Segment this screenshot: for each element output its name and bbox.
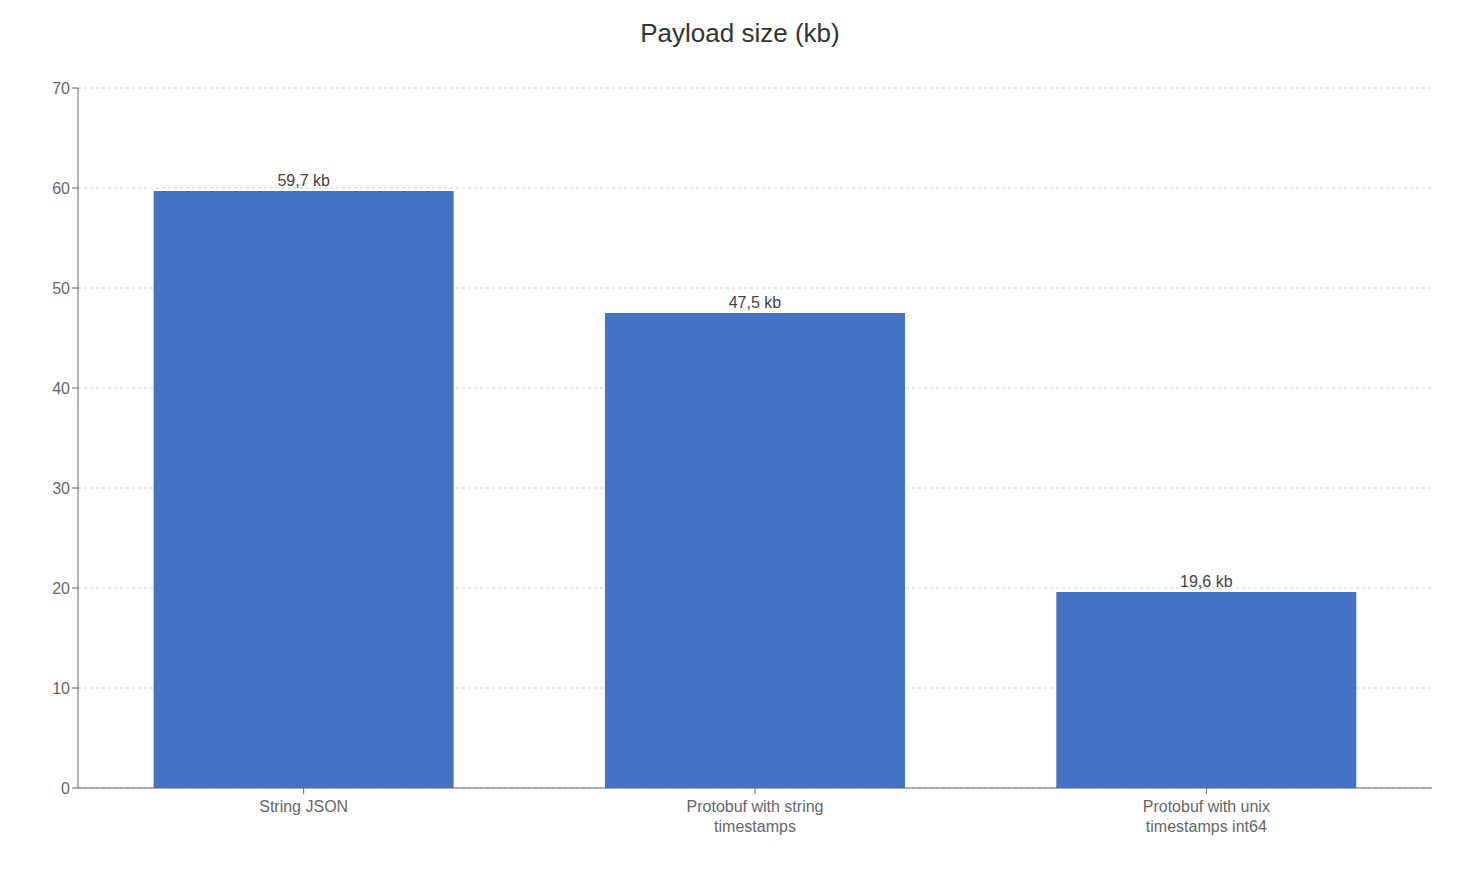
svg-text:19,6 kb: 19,6 kb	[1180, 573, 1233, 590]
svg-text:10: 10	[52, 680, 70, 697]
html-text:Payload size (kb): Payload size (kb)	[640, 18, 840, 48]
svg-text:Protobuf with stringtimestamps: Protobuf with stringtimestamps	[687, 798, 824, 835]
svg-text:30: 30	[52, 480, 70, 497]
svg-text:50: 50	[52, 280, 70, 297]
svg-text:60: 60	[52, 180, 70, 197]
svg-text:0: 0	[61, 780, 70, 797]
svg-text:String JSON: String JSON	[259, 798, 348, 815]
svg-text:40: 40	[52, 380, 70, 397]
svg-text:20: 20	[52, 580, 70, 597]
svg-text:70: 70	[52, 80, 70, 97]
svg-text:47,5 kb: 47,5 kb	[729, 294, 782, 311]
svg-text:Protobuf with unixtimestamps i: Protobuf with unixtimestamps int64	[1143, 798, 1270, 835]
svg-text:59,7 kb: 59,7 kb	[277, 172, 330, 189]
